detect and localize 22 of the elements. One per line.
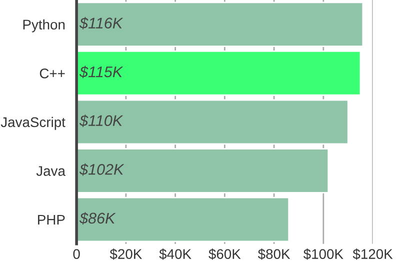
x-tick-label: $60K xyxy=(208,248,241,260)
y-tick-label: Java xyxy=(36,166,66,176)
data-label: $116K xyxy=(79,17,124,30)
y-tick-label: JavaScript xyxy=(0,116,66,130)
bar xyxy=(76,196,290,242)
x-tick-label: $40K xyxy=(159,248,192,260)
x-tick-label: 0 xyxy=(73,249,80,259)
x-tick-label: $100K xyxy=(303,248,344,260)
bar xyxy=(76,99,349,145)
y-tick-label: Python xyxy=(23,19,65,32)
data-label: $115K xyxy=(79,66,124,78)
x-tick-label: $120K xyxy=(352,248,393,260)
x-tick-label: $20K xyxy=(110,248,142,260)
bar xyxy=(76,2,364,48)
x-tick-label: $80K xyxy=(258,248,290,260)
bar xyxy=(76,148,330,194)
bar xyxy=(76,50,362,96)
data-label: $86K xyxy=(79,212,116,225)
y-tick-label: C++ xyxy=(40,68,65,78)
y-tick-label: PHP xyxy=(38,214,65,225)
data-label: $110K xyxy=(79,114,124,127)
data-label: $102K xyxy=(79,163,124,176)
